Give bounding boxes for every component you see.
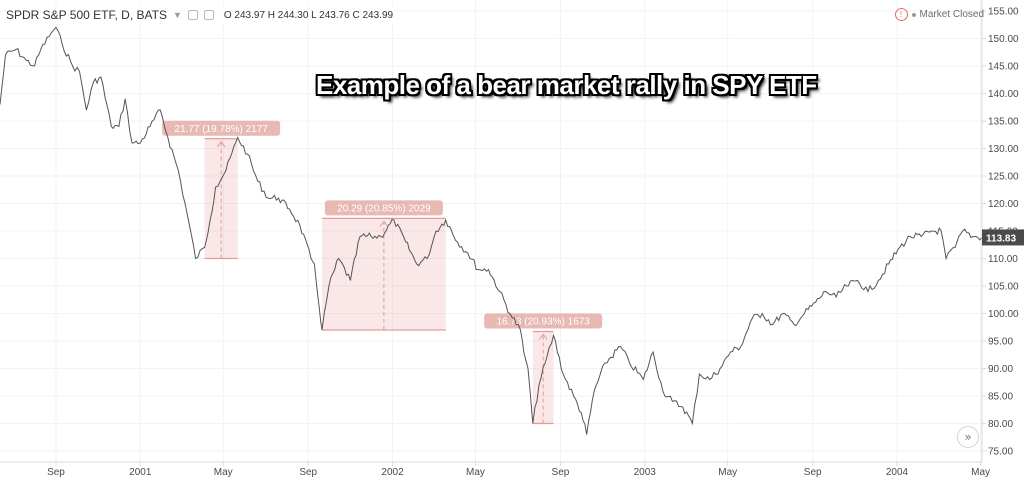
y-tick-label: 145.00 [988, 62, 1019, 73]
y-tick-label: 100.00 [988, 309, 1019, 320]
x-tick-label: Sep [804, 467, 822, 478]
x-tick-label: 2002 [381, 467, 404, 478]
measure-label: 16.73 (20.93%) 1673 [496, 316, 590, 327]
x-tick-label: 2001 [129, 467, 152, 478]
headline-caption: Example of a bear market rally in SPY ET… [316, 70, 817, 100]
measure-label-box [324, 200, 443, 216]
time-axis[interactable]: Sep 2001 May Sep 2002 May Sep 2003 May Sep 2004 May [47, 462, 990, 478]
measure-label-box [162, 120, 281, 136]
measure-label-box [484, 313, 603, 329]
y-tick-label: 130.00 [988, 144, 1019, 155]
arrow-up-icon [216, 140, 226, 148]
arrow-up-icon [379, 220, 389, 227]
price-series [0, 26, 983, 435]
measure-range-box [532, 331, 554, 424]
arrow-up-icon [538, 333, 548, 340]
ohlc-values: O 243.97 H 244.30 L 243.76 C 243.99 [223, 9, 394, 21]
y-tick-label: 150.00 [988, 34, 1019, 45]
settings-icon[interactable] [187, 10, 198, 20]
y-tick-label: 80.00 [988, 419, 1013, 430]
measure-annotation[interactable]: 20.29 (20.85%) 2029 [322, 200, 446, 331]
measure-label: 20.29 (20.85%) 2029 [337, 203, 431, 214]
price-line [0, 26, 983, 435]
y-tick-label: 135.00 [988, 117, 1019, 128]
measure-label: 21.77 (19.78%) 2177 [174, 124, 268, 135]
alert-icon: ! [894, 8, 908, 21]
y-tick-label: 85.00 [988, 392, 1013, 403]
x-tick-label: 2003 [634, 467, 657, 478]
status-dot-icon [911, 12, 916, 17]
x-tick-label: Sep [299, 467, 317, 478]
double-chevron-right-icon: » [964, 430, 972, 444]
scroll-to-realtime-button[interactable]: » [957, 426, 979, 448]
measure-annotation[interactable]: 16.73 (20.93%) 1673 [484, 313, 603, 425]
symbol-title[interactable]: SPDR S&P 500 ETF, D, BATS [6, 8, 167, 22]
x-tick-label: Sep [47, 467, 65, 478]
market-status: ! Market Closed [894, 8, 984, 21]
y-tick-label: 75.00 [988, 447, 1013, 458]
last-price-tag [982, 229, 1024, 246]
last-price-label: 113.83 [986, 233, 1016, 244]
x-tick-label: May [971, 467, 990, 478]
y-tick-label: 140.00 [988, 89, 1019, 100]
chart-header: SPDR S&P 500 ETF, D, BATS ▼ O 243.97 H 2… [6, 6, 394, 24]
chevron-down-icon[interactable]: ▼ [172, 10, 182, 20]
last-price-marker: 113.83 [982, 229, 1024, 246]
y-tick-label: 125.00 [988, 172, 1019, 183]
market-status-label: Market Closed [919, 9, 984, 20]
y-tick-label: 120.00 [988, 199, 1019, 210]
x-tick-label: May [466, 467, 485, 478]
y-tick-label: 110.00 [988, 254, 1018, 265]
y-tick-label: 155.00 [988, 7, 1019, 18]
y-tick-label: 105.00 [988, 282, 1019, 293]
measure-annotation[interactable]: 21.77 (19.78%) 2177 [162, 120, 281, 260]
visibility-icon[interactable] [203, 10, 214, 20]
x-tick-label: May [718, 467, 737, 478]
x-tick-label: May [214, 467, 233, 478]
grid-lines [0, 0, 982, 462]
x-tick-label: Sep [552, 467, 570, 478]
measure-annotations: 21.77 (19.78%) 2177 20.29 (20.85%) 2029 16… [162, 120, 603, 425]
y-tick-label: 95.00 [988, 337, 1013, 348]
x-tick-label: 2004 [886, 467, 909, 478]
y-tick-label: 90.00 [988, 364, 1013, 375]
